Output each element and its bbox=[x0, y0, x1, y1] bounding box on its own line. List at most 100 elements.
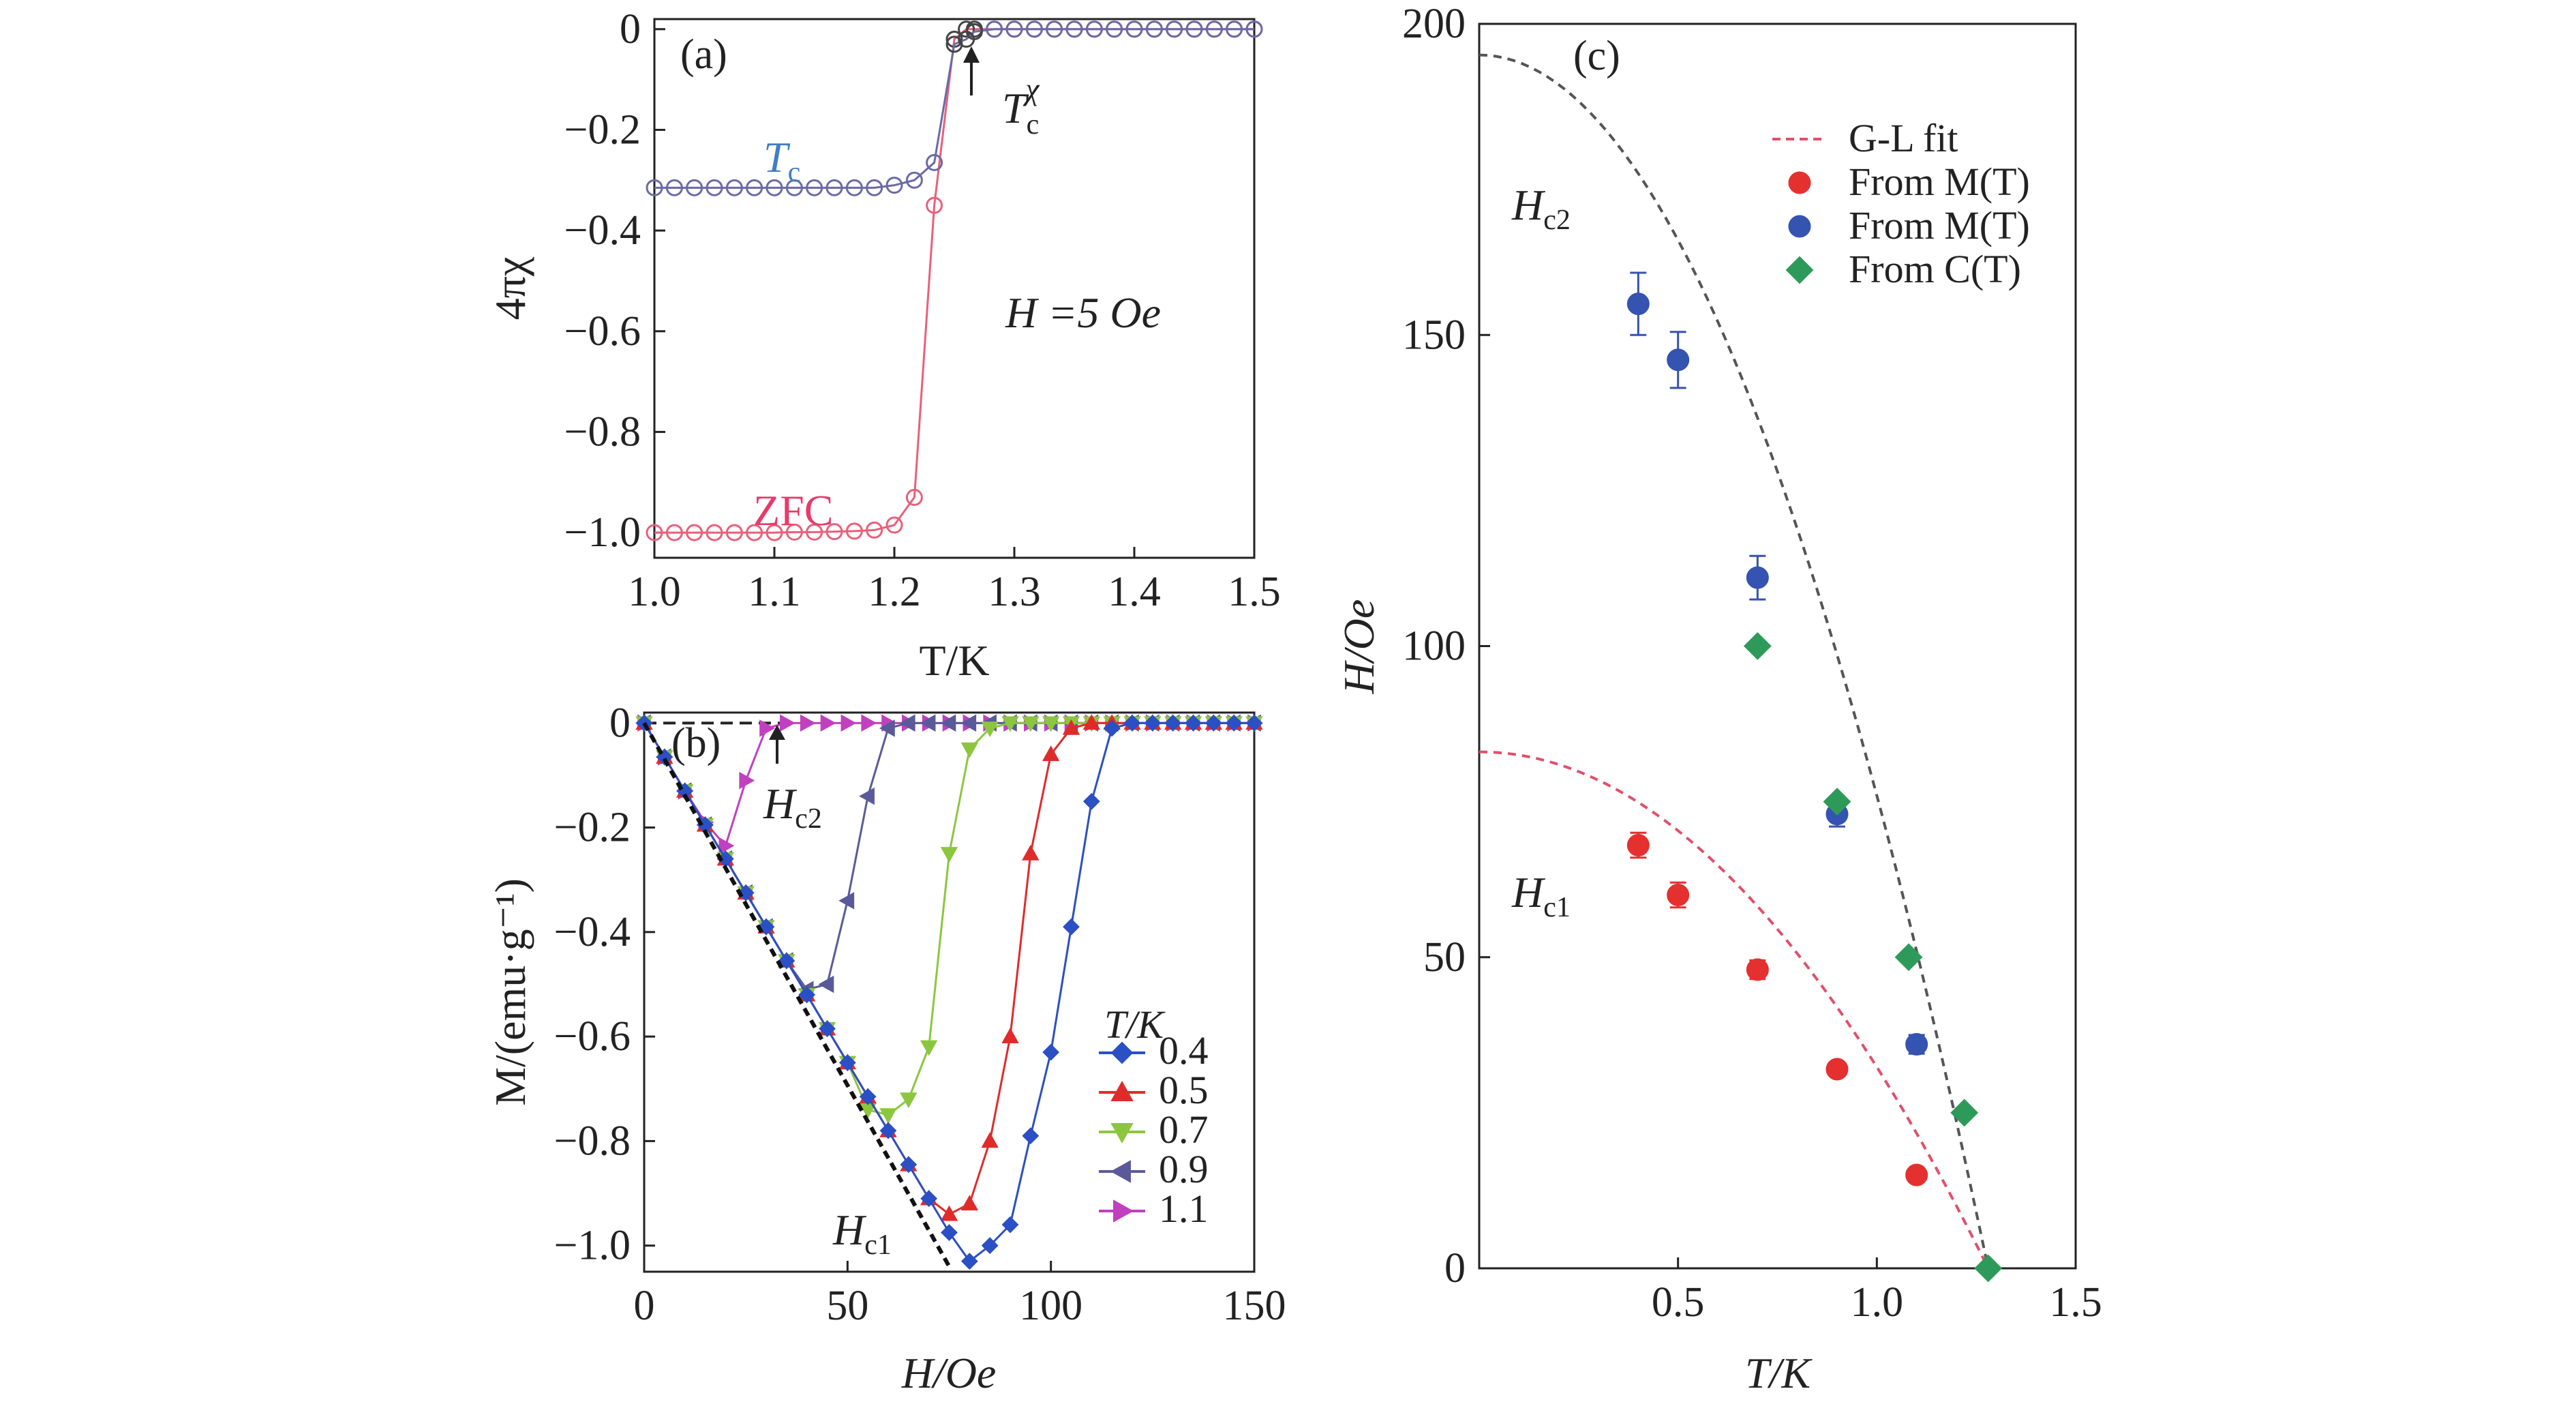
data-point-t1.1 bbox=[800, 714, 816, 732]
data-point-t0.4 bbox=[1042, 1043, 1060, 1061]
panel-b-frame bbox=[643, 711, 1256, 1273]
gl-fit-hc2-line bbox=[1479, 53, 1990, 1269]
data-point-t1.1 bbox=[780, 714, 795, 732]
data-point-zfc bbox=[866, 521, 883, 539]
panel-c-hc1-label: Hc1 bbox=[1511, 868, 1571, 923]
panel-c-ylabel: H/Oe bbox=[1335, 599, 1383, 695]
data-point-t0.7 bbox=[981, 721, 999, 738]
data-point-t0.4 bbox=[838, 1054, 856, 1071]
panel-a-ytick-label: −0.8 bbox=[564, 408, 641, 455]
series-line-zfc bbox=[654, 28, 1254, 534]
panel-b-ytick-label: −0.2 bbox=[554, 805, 631, 851]
series-line-tc bbox=[654, 28, 1254, 189]
panel-b-xlabel: H/Oe bbox=[901, 1349, 997, 1397]
panel-a-ytick-label: −1.0 bbox=[564, 509, 641, 556]
panel-a-xtick-label: 1.5 bbox=[1228, 569, 1281, 615]
data-point-tc bbox=[725, 179, 743, 196]
data-point-t0.4 bbox=[1082, 792, 1100, 810]
panel-a-frame bbox=[653, 18, 1256, 559]
hc2-ct-data-point bbox=[1894, 943, 1923, 972]
panel-b-hc2-label: Hc2 bbox=[763, 779, 822, 835]
data-point-zfc bbox=[686, 524, 703, 541]
data-point-zfc bbox=[746, 524, 763, 541]
panel-c-series bbox=[1479, 53, 2003, 1283]
data-point-zfc bbox=[766, 524, 783, 541]
legend-label: From M(T) bbox=[1849, 160, 2030, 204]
panel-a-xtick-label: 1.0 bbox=[628, 569, 681, 615]
data-point-t0.7 bbox=[940, 847, 958, 863]
data-point-tc bbox=[806, 179, 823, 196]
tcchi-superscript: χ bbox=[1022, 72, 1040, 106]
data-point-t0.5 bbox=[940, 1205, 958, 1221]
data-point-tc bbox=[1046, 20, 1063, 38]
data-point-tc bbox=[1226, 20, 1243, 38]
legend-label-t0.9: 0.9 bbox=[1159, 1147, 1209, 1191]
b-hc2-subscript: c2 bbox=[795, 803, 822, 835]
data-point-t0.4 bbox=[1164, 714, 1182, 732]
legend-marker bbox=[1788, 215, 1811, 238]
panel-b-series bbox=[635, 714, 1264, 1270]
hc1-data-point bbox=[1825, 1058, 1849, 1081]
data-point-t0.9 bbox=[879, 719, 895, 737]
panel-b-ytick-label: 0 bbox=[609, 700, 631, 746]
panel-b-xtick-label: 50 bbox=[826, 1283, 868, 1329]
panel-c-hc2-label: Hc2 bbox=[1511, 181, 1571, 236]
data-point-t0.7 bbox=[1022, 716, 1040, 732]
hc2-ct-data-point bbox=[1974, 1254, 2003, 1283]
hc1-data-point bbox=[1905, 1163, 1928, 1186]
series-line-t1.1 bbox=[643, 721, 1254, 848]
data-point-tc bbox=[1185, 20, 1203, 38]
data-point-t0.5 bbox=[981, 1132, 999, 1148]
panel-b-ytick-label: −0.6 bbox=[554, 1013, 631, 1060]
b-hc1-symbol: H bbox=[832, 1206, 867, 1254]
data-point-zfc bbox=[926, 196, 943, 214]
panel-c-ytick-label: 200 bbox=[1402, 1, 1466, 47]
tcchi-symbol: T bbox=[1002, 84, 1029, 132]
legend-label-t0.4: 0.4 bbox=[1159, 1028, 1209, 1073]
data-point-tc bbox=[1145, 20, 1163, 38]
data-point-t1.1 bbox=[759, 719, 776, 737]
data-point-tc bbox=[665, 179, 683, 196]
panel-a-zfc-label: ZFC bbox=[753, 486, 833, 535]
panel-c-xlabel: T/K bbox=[1745, 1349, 1813, 1397]
data-point-t1.1 bbox=[820, 714, 836, 732]
panel-b-xtick-label: 150 bbox=[1223, 1283, 1286, 1329]
data-point-t0.5 bbox=[1001, 1028, 1019, 1043]
panel-b-ytick-label: −0.8 bbox=[554, 1118, 631, 1164]
data-point-zfc bbox=[825, 523, 843, 541]
panel-a-xlabel: T/K bbox=[919, 636, 989, 685]
data-point-t0.7 bbox=[900, 1092, 918, 1109]
data-point-t0.4 bbox=[900, 1156, 918, 1174]
data-point-tc bbox=[706, 179, 723, 196]
panel-b-label: (b) bbox=[671, 720, 721, 766]
panel-c-ytick-label: 50 bbox=[1423, 934, 1466, 981]
data-point-zfc bbox=[806, 523, 823, 541]
data-point-t0.9 bbox=[818, 975, 834, 994]
c-hc2-subscript: c2 bbox=[1543, 205, 1571, 236]
panel-c-xtick-label: 1.5 bbox=[2049, 1279, 2102, 1326]
panel-a-ytick-label: −0.4 bbox=[564, 207, 641, 254]
panel-b-legend: T/K 0.40.50.70.91.1 bbox=[1099, 1002, 1209, 1231]
panel-a-xtick-label: 1.4 bbox=[1108, 569, 1161, 615]
legend-label-t1.1: 1.1 bbox=[1159, 1186, 1209, 1231]
legend-label: G-L fit bbox=[1849, 116, 1958, 160]
panel-b-legend-title: T/K bbox=[1104, 1002, 1166, 1047]
panel-a-xtick-label: 1.1 bbox=[748, 569, 801, 615]
panel-c-xtick-label: 1.0 bbox=[1851, 1279, 1904, 1326]
data-point-t0.4 bbox=[1063, 918, 1080, 936]
data-point-t0.4 bbox=[981, 1237, 999, 1255]
legend-label-t0.5: 0.5 bbox=[1159, 1068, 1209, 1112]
data-point-t0.7 bbox=[920, 1040, 938, 1056]
tc-symbol: T bbox=[763, 133, 791, 181]
data-point-tc bbox=[1085, 20, 1103, 38]
panel-a-arrow bbox=[963, 46, 980, 95]
legend-label-t0.7: 0.7 bbox=[1159, 1107, 1209, 1152]
data-point-t0.9 bbox=[940, 714, 956, 732]
data-point-t0.4 bbox=[1204, 714, 1222, 732]
panel-a-ytick-label: −0.6 bbox=[564, 308, 641, 355]
data-point-t0.4 bbox=[879, 1122, 897, 1139]
legend-marker-t0.5 bbox=[1110, 1080, 1134, 1101]
legend-marker-t1.1 bbox=[1113, 1199, 1134, 1223]
data-point-t1.1 bbox=[718, 837, 735, 855]
data-point-zfc bbox=[845, 522, 863, 540]
